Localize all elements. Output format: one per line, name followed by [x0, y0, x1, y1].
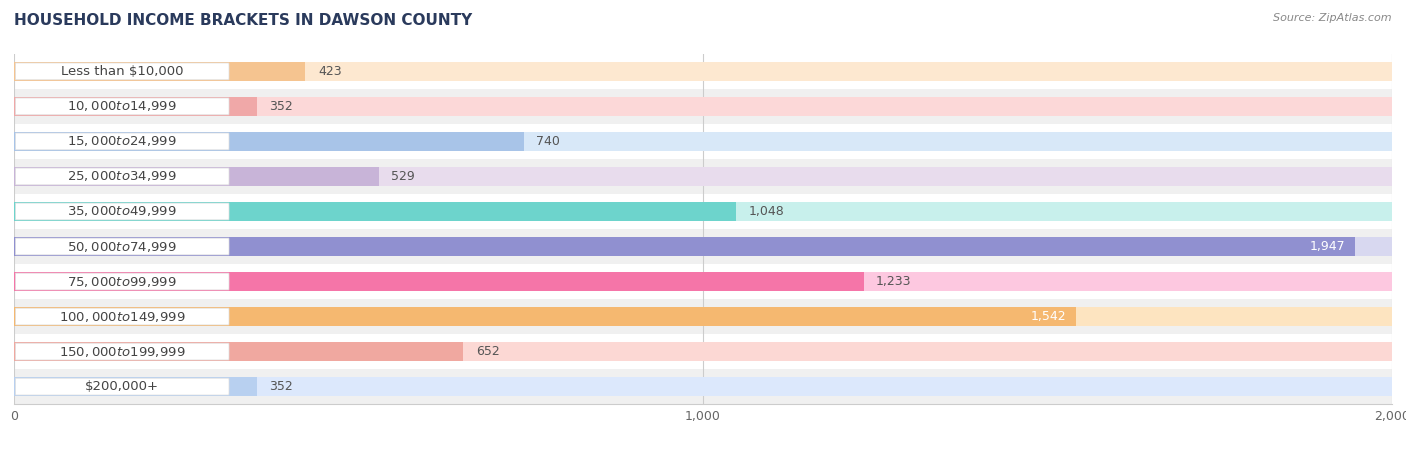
Text: $75,000 to $99,999: $75,000 to $99,999	[67, 274, 177, 289]
Bar	[14, 264, 1392, 299]
Bar	[14, 272, 1392, 291]
Bar	[14, 342, 463, 361]
FancyBboxPatch shape	[15, 203, 229, 220]
Text: 1,542: 1,542	[1031, 310, 1066, 323]
FancyBboxPatch shape	[15, 308, 229, 325]
FancyBboxPatch shape	[15, 238, 229, 255]
Text: HOUSEHOLD INCOME BRACKETS IN DAWSON COUNTY: HOUSEHOLD INCOME BRACKETS IN DAWSON COUN…	[14, 13, 472, 28]
FancyBboxPatch shape	[15, 343, 229, 360]
Bar	[14, 62, 305, 81]
Text: $50,000 to $74,999: $50,000 to $74,999	[67, 239, 177, 254]
Bar	[14, 334, 1392, 369]
Bar	[14, 89, 1392, 124]
Text: $10,000 to $14,999: $10,000 to $14,999	[67, 99, 177, 114]
Text: 352: 352	[269, 380, 292, 393]
Bar	[14, 124, 1392, 159]
Bar	[14, 299, 1392, 334]
Text: $25,000 to $34,999: $25,000 to $34,999	[67, 169, 177, 184]
Bar	[14, 132, 524, 151]
Text: 1,233: 1,233	[876, 275, 911, 288]
FancyBboxPatch shape	[15, 168, 229, 185]
Bar	[14, 62, 1392, 81]
Text: $35,000 to $49,999: $35,000 to $49,999	[67, 204, 177, 219]
Bar	[14, 167, 1392, 186]
Bar	[14, 167, 378, 186]
Text: 352: 352	[269, 100, 292, 113]
FancyBboxPatch shape	[15, 63, 229, 80]
Bar	[14, 194, 1392, 229]
Bar	[14, 97, 256, 116]
Bar	[14, 159, 1392, 194]
Bar	[14, 272, 863, 291]
Text: 529: 529	[391, 170, 415, 183]
Bar	[14, 97, 1392, 116]
Text: $200,000+: $200,000+	[86, 380, 159, 393]
FancyBboxPatch shape	[15, 133, 229, 150]
FancyBboxPatch shape	[15, 273, 229, 290]
FancyBboxPatch shape	[15, 378, 229, 395]
Bar	[14, 202, 1392, 221]
Text: 740: 740	[536, 135, 560, 148]
Bar	[14, 202, 737, 221]
Bar	[14, 377, 256, 396]
FancyBboxPatch shape	[15, 98, 229, 115]
Text: 1,947: 1,947	[1309, 240, 1346, 253]
Bar	[14, 132, 1392, 151]
Bar	[14, 54, 1392, 89]
Bar	[14, 369, 1392, 404]
Bar	[14, 237, 1355, 256]
Text: $150,000 to $199,999: $150,000 to $199,999	[59, 344, 186, 359]
Bar	[14, 342, 1392, 361]
Text: $100,000 to $149,999: $100,000 to $149,999	[59, 309, 186, 324]
Text: Source: ZipAtlas.com: Source: ZipAtlas.com	[1274, 13, 1392, 23]
Text: 1,048: 1,048	[748, 205, 785, 218]
Text: 423: 423	[318, 65, 342, 78]
Text: 652: 652	[475, 345, 499, 358]
Text: Less than $10,000: Less than $10,000	[60, 65, 183, 78]
Text: $15,000 to $24,999: $15,000 to $24,999	[67, 134, 177, 149]
Bar	[14, 237, 1392, 256]
Bar	[14, 307, 1077, 326]
Bar	[14, 229, 1392, 264]
Bar	[14, 377, 1392, 396]
Bar	[14, 307, 1392, 326]
